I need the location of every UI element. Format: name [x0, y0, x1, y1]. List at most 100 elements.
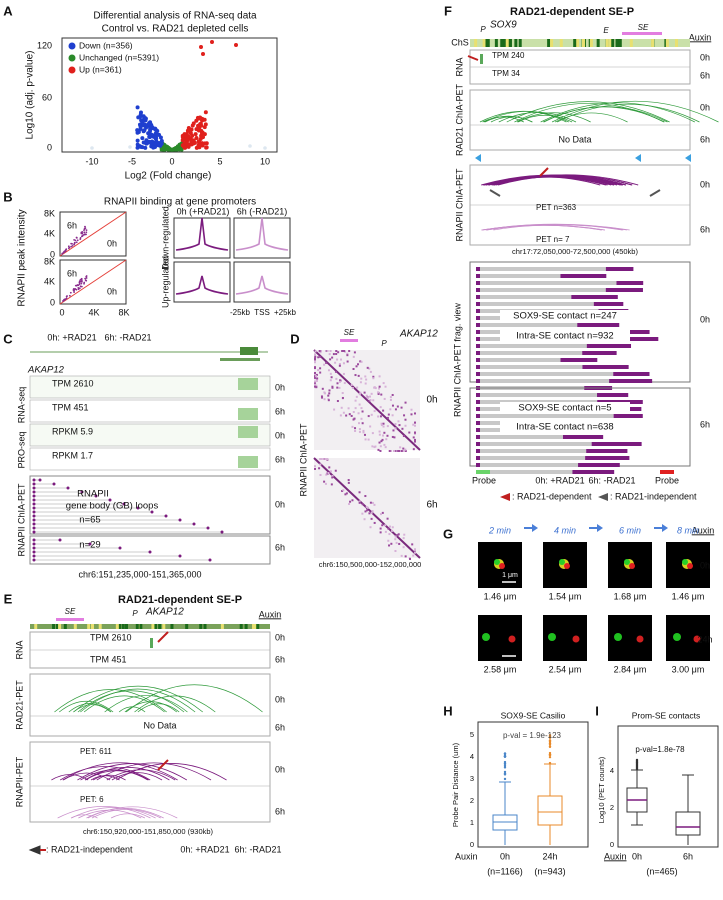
heatmap-cell [379, 531, 382, 534]
scatter-dot [140, 136, 145, 141]
group-label: 0h [500, 851, 510, 861]
fragment [560, 274, 607, 278]
legend-arrow [500, 493, 510, 501]
heatmap-cell [353, 351, 356, 354]
heatmap-cell [359, 360, 362, 363]
chrom-state [576, 39, 580, 47]
time-label: 6h [275, 406, 285, 416]
outlier [548, 742, 552, 745]
fragment [476, 449, 480, 453]
chrom-state [494, 39, 498, 47]
heatmap-cell [338, 386, 341, 389]
scatter-dot [146, 122, 151, 127]
chrom-state [485, 39, 489, 47]
heatmap-cell [345, 414, 348, 417]
heatmap-cell [394, 538, 397, 541]
heatmap-cell [379, 513, 382, 516]
scatter-dot [186, 134, 191, 139]
y-tick-label: 0 [50, 297, 55, 307]
heatmap-cell [382, 425, 385, 428]
heatmap-cell [327, 394, 330, 397]
heatmap-cell [319, 474, 322, 477]
chrom-state [550, 39, 554, 47]
scatter-dot [191, 121, 196, 126]
heatmap-cell [410, 413, 413, 416]
fragment [476, 421, 480, 425]
fragment [476, 463, 480, 467]
heatmap-cell [331, 476, 334, 479]
heatmap-cell [328, 389, 331, 392]
loop [106, 769, 176, 781]
time-label: 0h [700, 560, 710, 570]
chrom-state [30, 624, 270, 629]
scatter-dot [189, 127, 194, 132]
anchor [118, 546, 122, 550]
signal [150, 638, 153, 648]
spot [624, 559, 630, 565]
heatmap-cell [336, 382, 339, 385]
heatmap-cell [344, 493, 347, 496]
loop [84, 766, 170, 781]
heatmap-cell [329, 350, 332, 352]
heatmap-cell [352, 411, 355, 414]
heatmap-cell [412, 423, 415, 426]
fragment [476, 302, 480, 306]
scatter-dot [248, 144, 252, 148]
chrom-state [605, 39, 609, 47]
time-label: 6h [275, 454, 285, 464]
chrom-state [162, 624, 166, 629]
scatter-dot [202, 141, 207, 146]
legend-label: : RAD21-independent [610, 491, 697, 501]
heatmap-cell [358, 491, 361, 494]
time-label: 0h [275, 694, 285, 704]
fragment [560, 358, 598, 362]
outlier [503, 764, 507, 768]
heatmap-cell [382, 409, 385, 412]
count-label: (n=465) [646, 866, 677, 876]
heatmap-cell [377, 448, 380, 451]
heatmap-cell [342, 350, 345, 352]
chrom-state [203, 624, 207, 629]
heatmap-cell [395, 541, 398, 544]
axis-label: Log2 (Fold change) [125, 171, 212, 182]
heatmap-cell [340, 406, 343, 409]
outlier [503, 752, 507, 755]
panel-label: H [443, 703, 452, 718]
heatmap-cell [386, 425, 389, 428]
heatmap-cell [337, 351, 340, 354]
heatmap-cell [319, 351, 322, 354]
heatmap-cell [318, 350, 321, 352]
spot [494, 559, 500, 565]
heatmap-cell [322, 458, 325, 460]
track [29, 423, 271, 447]
loop [63, 772, 111, 781]
legend-dot [68, 42, 76, 50]
fragment [571, 295, 618, 299]
heatmap-cell [371, 510, 374, 513]
count-label: (n=943) [534, 866, 565, 876]
chrom-state [651, 39, 655, 47]
heatmap-cell [381, 438, 384, 441]
loop [484, 115, 533, 123]
distance-label: 2.58 μm [484, 664, 517, 674]
anchor [32, 514, 36, 518]
heatmap-cell [402, 546, 405, 549]
chrom-state [508, 39, 512, 47]
loop [57, 806, 151, 819]
loop [540, 102, 695, 123]
heatmap-cell [354, 429, 357, 432]
heatmap-cell [314, 355, 317, 358]
anchor [32, 530, 36, 534]
x-tick-label: -10 [85, 156, 98, 166]
scatter-dot [180, 148, 184, 152]
heatmap-cell [378, 387, 381, 390]
heatmap-cell [328, 353, 331, 356]
fragment [585, 456, 630, 460]
heatmap-cell [354, 399, 357, 402]
scatter-dot [128, 145, 132, 149]
heatmap-cell [372, 377, 375, 380]
scatter-dot [204, 145, 209, 150]
loop [494, 175, 623, 186]
scatter-dot [203, 110, 208, 115]
fragment [478, 435, 563, 439]
